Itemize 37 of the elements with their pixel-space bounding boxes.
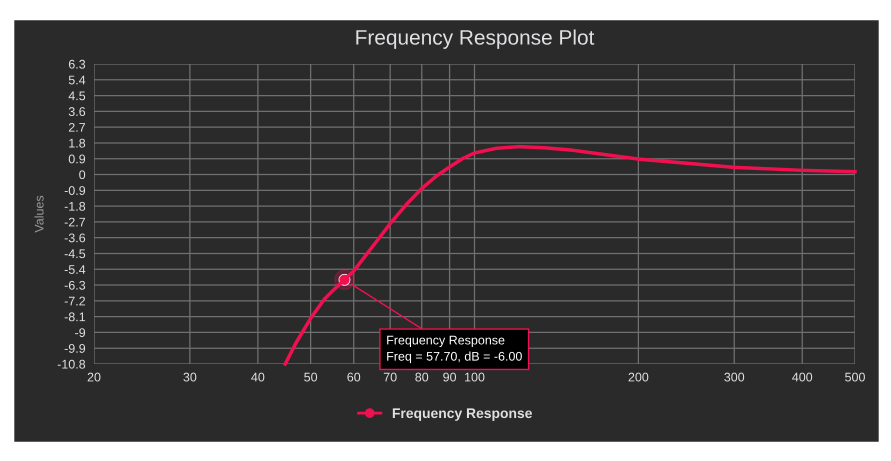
legend-label: Frequency Response xyxy=(392,408,532,421)
x-tick-label: 50 xyxy=(304,372,318,382)
y-tick-label: 2.7 xyxy=(68,122,86,132)
x-tick-label: 20 xyxy=(88,372,100,382)
y-tick-label: 6.3 xyxy=(68,60,86,69)
x-tick-label: 60 xyxy=(347,372,360,382)
chart-title: Frequency Response Plot xyxy=(356,29,594,49)
y-tick-label: -0.9 xyxy=(64,186,86,195)
y-tick-label: 3.6 xyxy=(68,107,86,116)
y-tick-label: -5.4 xyxy=(64,265,86,274)
x-tick-label: 400 xyxy=(792,372,812,382)
annotation: Frequency Response Freq = 57.70, dB = -6.00 xyxy=(387,336,522,364)
y-tick-label: -3.6 xyxy=(64,233,86,242)
y-tick-label: 0 xyxy=(79,170,86,180)
x-tick-label: 80 xyxy=(415,372,428,382)
y-tick-label: 0.9 xyxy=(68,154,86,164)
x-tick-label: 200 xyxy=(628,372,648,382)
y-tick-label: -9 xyxy=(75,328,86,338)
y-tick-label: 1.8 xyxy=(69,138,86,148)
x-tick-label: 90 xyxy=(443,372,456,382)
x-tick-label: 100 xyxy=(465,372,484,382)
y-tick-label: -7.2 xyxy=(64,296,86,306)
y-tick-label: 5.4 xyxy=(68,76,86,84)
y-tick-label: -6.3 xyxy=(64,280,86,290)
y-tick-label: -9.9 xyxy=(64,344,86,353)
x-tick-label: 40 xyxy=(251,372,264,382)
x-tick-label: 300 xyxy=(724,372,744,382)
y-axis-title: Values xyxy=(34,196,44,233)
y-tick-label: -8.1 xyxy=(64,312,86,322)
y-tick-label: -2.7 xyxy=(64,218,86,226)
x-tick-label: 500 xyxy=(845,372,865,382)
y-tick-label: -10.8 xyxy=(58,360,86,369)
x-tick-label: 70 xyxy=(384,372,397,382)
y-tick-label: -1.8 xyxy=(64,202,86,211)
x-tick-label: 30 xyxy=(183,372,196,382)
y-tick-label: 4.5 xyxy=(68,92,86,100)
y-tick-label: -4.5 xyxy=(64,249,86,258)
